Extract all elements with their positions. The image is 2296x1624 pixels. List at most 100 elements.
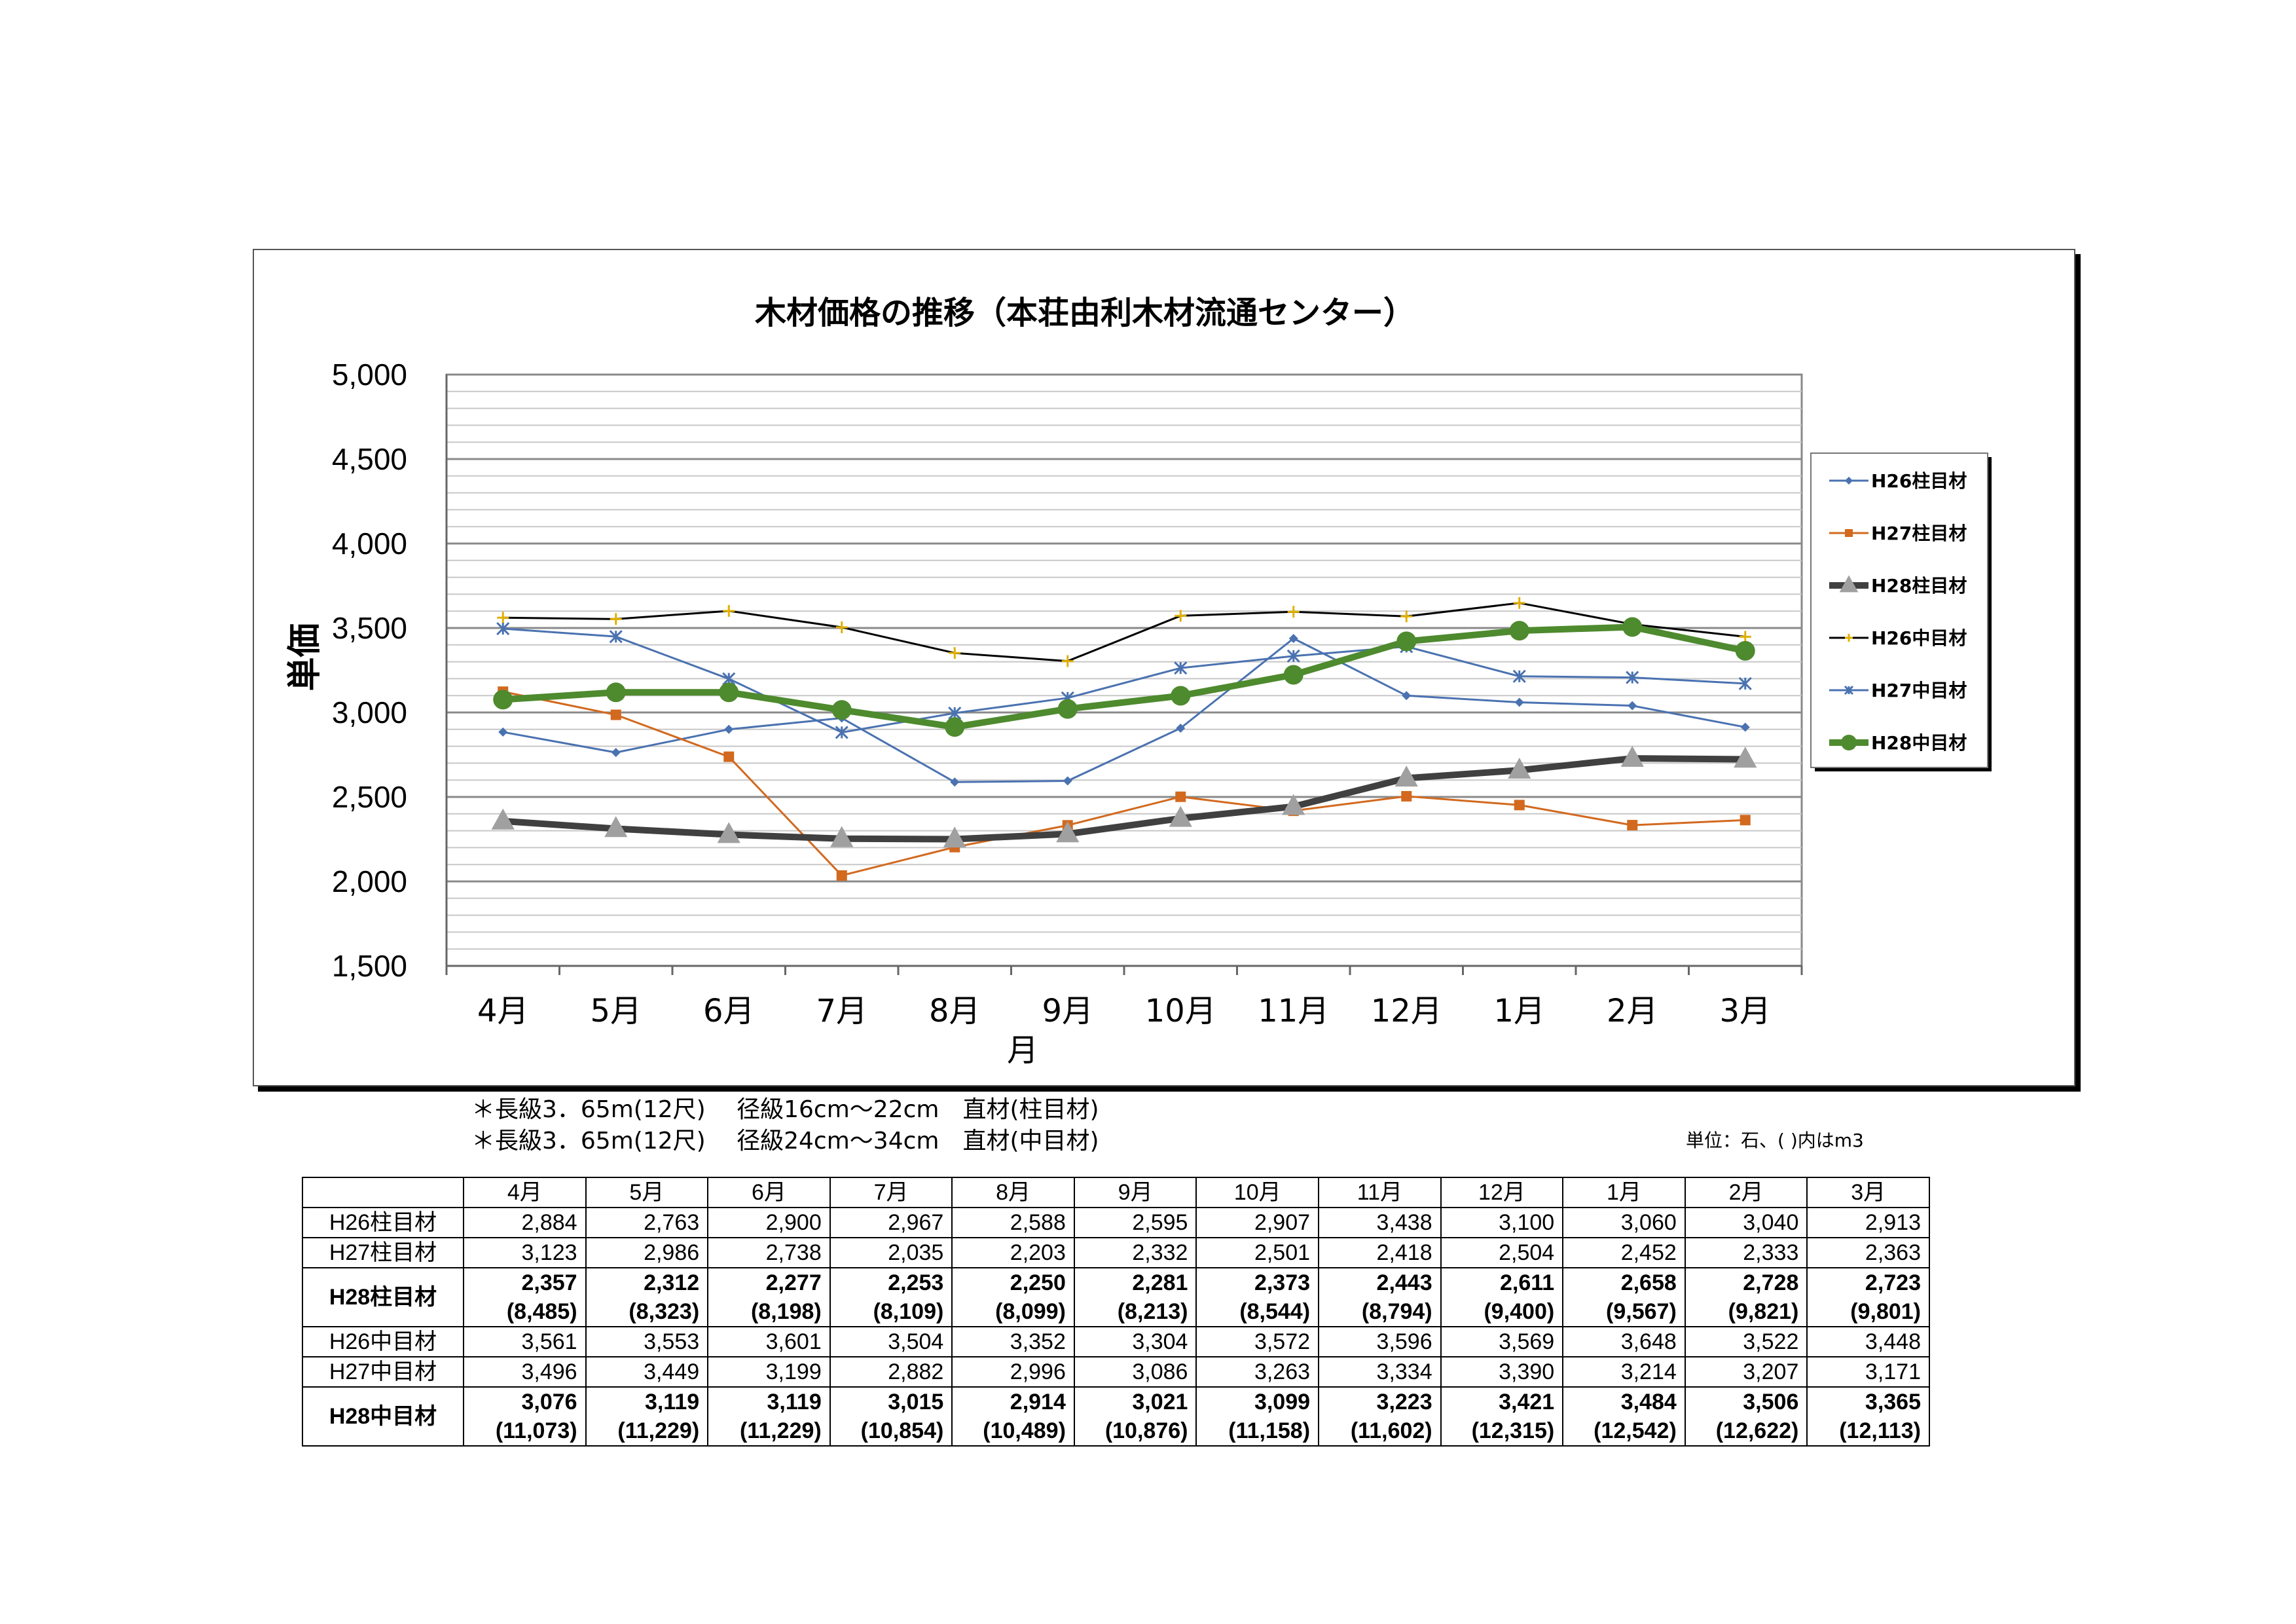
series-1 xyxy=(498,633,1750,787)
data-point xyxy=(1169,805,1192,827)
month-header: 8月 xyxy=(951,1177,1075,1208)
volume-m3-value: (11,229) xyxy=(617,1418,700,1443)
month-header: 9月 xyxy=(1073,1177,1197,1208)
price-value: 3,171 xyxy=(1865,1359,1921,1384)
series-line xyxy=(502,690,1745,877)
price-value: 2,907 xyxy=(1254,1210,1311,1235)
value-cell: 3,119 (11,229) xyxy=(585,1386,709,1447)
price-value: 2,452 xyxy=(1620,1240,1677,1265)
x-tick-label: 10月 xyxy=(1145,993,1216,1029)
data-point xyxy=(1738,676,1752,690)
value-cell: 3,648 xyxy=(1562,1326,1686,1357)
data-point xyxy=(496,621,510,636)
value-cell: 2,907 xyxy=(1195,1207,1320,1238)
value-cell: 3,601 xyxy=(707,1326,831,1357)
data-point xyxy=(836,870,847,881)
x-tick-label: 2月 xyxy=(1607,993,1658,1029)
value-cell: 2,914 (10,489) xyxy=(951,1386,1075,1447)
value-cell: 2,203 xyxy=(951,1237,1075,1268)
value-cell: 3,522 xyxy=(1684,1326,1808,1357)
value-cell: 2,250 (8,099) xyxy=(951,1267,1075,1327)
value-cell: 3,449 xyxy=(585,1356,709,1388)
legend-item: H28中目材 xyxy=(1829,732,1967,754)
row-label: H26中目材 xyxy=(302,1326,464,1357)
value-cell: 3,553 xyxy=(585,1326,709,1357)
price-value: 3,365 xyxy=(1865,1390,1921,1414)
value-cell: 2,501 xyxy=(1195,1237,1320,1268)
data-point xyxy=(1508,758,1531,779)
value-cell: 3,086 xyxy=(1073,1356,1197,1388)
table-row: H26柱目材 2,884 2,763 2,900 2,967 2,588 2,595 2,90… xyxy=(302,1207,1930,1238)
y-tick-label: 4,000 xyxy=(332,526,407,561)
price-value: 2,363 xyxy=(1865,1240,1921,1265)
month-header: 10月 xyxy=(1195,1177,1320,1208)
data-point xyxy=(1845,634,1853,642)
data-point xyxy=(1402,691,1412,701)
data-point xyxy=(1839,575,1859,593)
data-point xyxy=(491,808,515,830)
price-value: 2,312 xyxy=(644,1270,700,1295)
chart-title: 木材価格の推移（本荘由利木材流通センター） xyxy=(755,295,1415,331)
line-chart: 1,500 2,000 2,500 3,000 3,500 4,000 4,500 5,000… xyxy=(285,295,1992,1069)
row-label: H27柱目材 xyxy=(302,1237,464,1268)
value-cell: 2,658 (9,567) xyxy=(1562,1267,1686,1327)
data-point xyxy=(831,700,852,720)
value-cell: 3,100 xyxy=(1440,1207,1564,1238)
price-value: 2,373 xyxy=(1254,1270,1311,1295)
price-value: 3,040 xyxy=(1743,1210,1799,1235)
data-point xyxy=(604,816,628,838)
table-row: H28柱目材 2,357 (8,485) 2,312 (8,323) 2,277 (8,19… xyxy=(302,1267,1930,1327)
y-tick-label: 5,000 xyxy=(332,358,407,392)
price-value: 2,501 xyxy=(1254,1240,1311,1265)
series-6 xyxy=(493,617,1755,737)
price-value: 2,035 xyxy=(888,1240,944,1265)
value-cell: 2,611 (9,400) xyxy=(1440,1267,1564,1327)
price-value: 2,332 xyxy=(1132,1240,1188,1265)
value-cell: 2,035 xyxy=(829,1237,953,1268)
value-cell: 3,496 xyxy=(463,1356,587,1388)
data-point xyxy=(1063,776,1072,786)
legend-label: H27中目材 xyxy=(1871,680,1967,701)
data-point xyxy=(611,748,621,758)
volume-m3-value: (8,485) xyxy=(506,1299,577,1324)
price-value: 2,418 xyxy=(1376,1240,1432,1265)
price-value: 2,884 xyxy=(521,1210,577,1235)
series-5 xyxy=(496,621,1752,739)
data-point xyxy=(1513,597,1525,609)
row-label: H28中目材 xyxy=(302,1386,464,1447)
data-point xyxy=(1845,477,1853,485)
data-point xyxy=(498,727,508,737)
data-point xyxy=(1845,529,1853,537)
legend-label: H28柱目材 xyxy=(1871,575,1967,597)
price-value: 2,443 xyxy=(1376,1270,1432,1295)
price-value: 3,648 xyxy=(1620,1329,1677,1354)
price-value: 3,060 xyxy=(1620,1210,1677,1235)
price-value: 3,199 xyxy=(765,1359,822,1384)
row-label: H28柱目材 xyxy=(302,1267,464,1327)
price-value: 3,099 xyxy=(1254,1390,1311,1414)
legend-item: H27中目材 xyxy=(1829,680,1967,701)
volume-m3-value: (8,109) xyxy=(873,1299,944,1324)
value-cell: 3,390 xyxy=(1440,1356,1564,1388)
value-cell: 2,884 xyxy=(463,1207,587,1238)
price-value: 3,496 xyxy=(521,1359,577,1384)
price-value: 3,015 xyxy=(888,1390,944,1414)
data-point xyxy=(1740,722,1750,732)
y-tick-label: 3,500 xyxy=(332,611,407,645)
legend-item: H27柱目材 xyxy=(1829,523,1967,544)
value-cell: 2,913 xyxy=(1806,1207,1930,1238)
value-cell: 3,506 (12,622) xyxy=(1684,1386,1808,1447)
price-value: 2,914 xyxy=(1010,1390,1066,1414)
price-value: 2,281 xyxy=(1132,1270,1188,1295)
price-value: 2,996 xyxy=(1010,1359,1066,1384)
price-value: 2,588 xyxy=(1010,1210,1066,1235)
price-value: 2,203 xyxy=(1010,1240,1066,1265)
data-point xyxy=(1739,631,1751,643)
value-cell: 2,738 xyxy=(707,1237,831,1268)
value-cell: 2,986 xyxy=(585,1237,709,1268)
table-row: H27柱目材 3,123 2,986 2,738 2,035 2,203 2,332 2,50… xyxy=(302,1237,1930,1268)
legend-label: H26中目材 xyxy=(1871,627,1967,649)
price-value: 3,390 xyxy=(1499,1359,1555,1384)
value-cell: 2,996 xyxy=(951,1356,1075,1388)
series-line xyxy=(503,602,1745,663)
